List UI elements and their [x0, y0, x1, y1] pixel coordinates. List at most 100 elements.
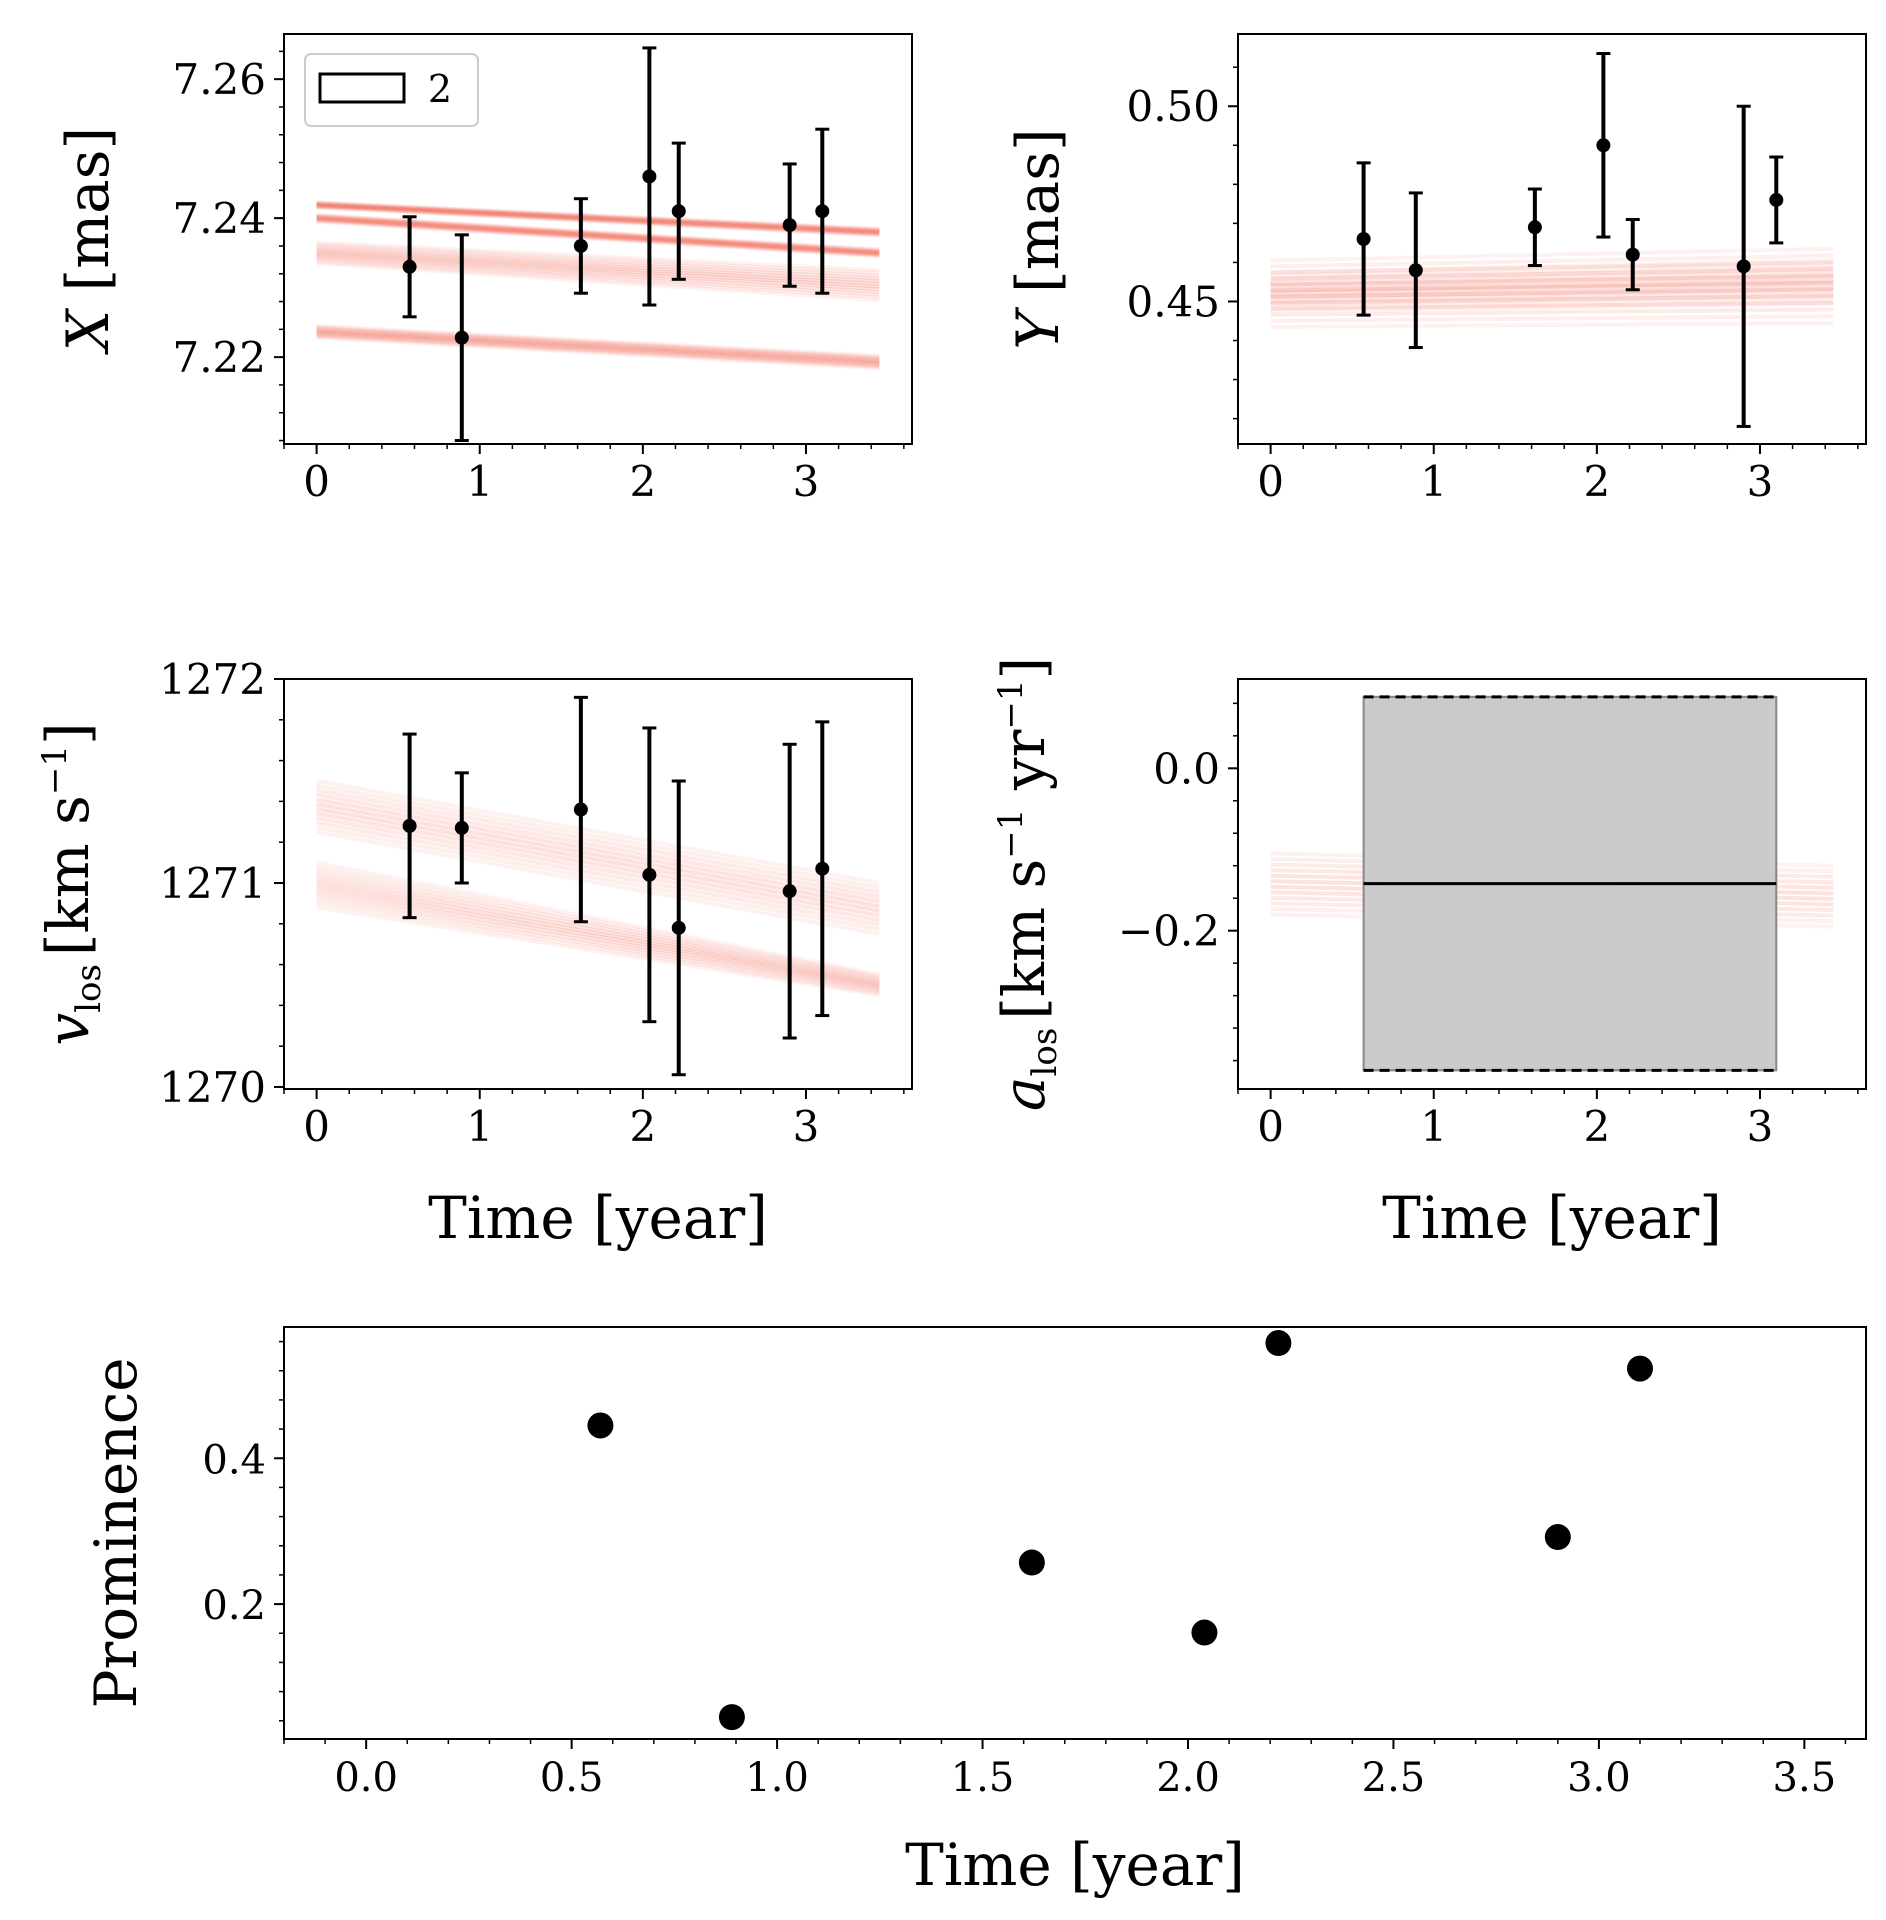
data-point — [815, 204, 830, 219]
model-sample-line — [316, 331, 880, 366]
x-tick-label: 2 — [629, 457, 656, 506]
data-point — [573, 238, 588, 253]
x-tick-label: 0 — [303, 457, 330, 506]
x-tick-label: 2.5 — [1362, 1755, 1426, 1801]
y-tick-label: 7.22 — [172, 333, 266, 382]
model-sample-line — [316, 335, 880, 371]
y-tick-label: 0.45 — [1126, 277, 1220, 326]
x-tick-label: 2 — [629, 1102, 656, 1151]
y-tick-label: 1271 — [159, 859, 266, 908]
data-point — [454, 330, 469, 345]
panel-y-position: 0 1 2 3 0.45 0.50 Y [mas] — [1004, 33, 1867, 506]
data-point — [782, 218, 797, 233]
data-point — [402, 259, 417, 274]
axes-frame — [283, 1326, 1867, 1740]
data-point — [815, 861, 830, 876]
x-tick-label: 1.0 — [745, 1755, 809, 1801]
data-point — [1527, 220, 1542, 235]
data-point — [1627, 1355, 1653, 1382]
model-sample-line — [316, 324, 880, 359]
data-point — [402, 818, 417, 833]
x-tick-label: 3 — [793, 457, 820, 506]
x-tick-label: 1 — [1420, 1102, 1447, 1151]
model-sample-line — [316, 332, 880, 367]
y-axis-label-alos: alos[km s−1 yr−1] — [990, 657, 1065, 1111]
panel-prominence: 0.0 0.5 1.0 1.5 2.0 2.5 3.0 3.5 0.2 0.4 Prominenc… — [82, 1326, 1867, 1899]
y-tick-label: 7.26 — [172, 55, 266, 104]
x-tick-label: 3.0 — [1567, 1755, 1631, 1801]
x-tick-label: 1 — [1420, 457, 1447, 506]
panel-line-of-sight-acceleration: 0 1 2 3 −0.2 0.0 alos[km s−1 yr−1] Time [year… — [990, 657, 1867, 1252]
y-tick-label: 1272 — [159, 655, 266, 704]
data-point — [587, 1412, 614, 1439]
model-sample-line — [316, 334, 880, 370]
data-point — [1596, 138, 1611, 153]
legend-label: 2 — [428, 67, 452, 111]
x-tick-label: 3 — [793, 1102, 820, 1151]
data-point — [1018, 1549, 1045, 1576]
x-tick-label: 3.5 — [1773, 1755, 1837, 1801]
data-point — [1769, 192, 1784, 207]
model-sample-line — [316, 333, 880, 368]
y-tick-label: 0.4 — [202, 1437, 266, 1483]
data-point — [671, 204, 686, 219]
y-axis-label-vlos: vlos[km s−1] — [34, 722, 109, 1045]
x-tick-label: 1 — [466, 457, 493, 506]
model-sample-line — [1270, 320, 1834, 329]
data-point — [1625, 247, 1640, 262]
legend-handle — [318, 72, 406, 104]
y-tick-label: 7.24 — [172, 194, 266, 243]
x-tick-label: 0 — [303, 1102, 330, 1151]
y-tick-label: 0.50 — [1126, 82, 1220, 131]
y-axis-label-y: Y [mas] — [1004, 128, 1072, 349]
legend-box — [304, 53, 479, 127]
model-sample-line — [316, 323, 880, 358]
data-point — [718, 1704, 745, 1731]
x-tick-label: 0 — [1257, 1102, 1284, 1151]
model-sample-line — [316, 327, 880, 362]
y-axis-label-x: X [mas] — [54, 127, 122, 355]
x-tick-label: 3 — [1747, 457, 1774, 506]
x-tick-label: 2.0 — [1156, 1755, 1220, 1801]
panel-line-of-sight-velocity: 0 1 2 3 1270 1271 1272 vlos[km s−1] Time [year… — [34, 655, 913, 1252]
x-tick-label: 2 — [1583, 457, 1610, 506]
data-point — [642, 169, 657, 184]
data-point — [1736, 259, 1751, 274]
model-sample-line — [316, 329, 880, 364]
y-axis-label-prominence: Prominence — [82, 1357, 150, 1708]
data-point — [671, 920, 686, 935]
axes-frame — [283, 678, 913, 1090]
x-tick-label: 2 — [1583, 1102, 1610, 1151]
x-tick-label: 0.0 — [334, 1755, 398, 1801]
x-axis-label-alos: Time [year] — [1382, 1184, 1722, 1252]
data-point — [1408, 263, 1423, 278]
y-tick-label: −0.2 — [1118, 907, 1220, 956]
y-tick-label: 0.0 — [1153, 744, 1220, 793]
model-sample-line — [316, 326, 880, 361]
x-tick-label: 0 — [1257, 457, 1284, 506]
model-sample-line — [316, 330, 880, 365]
x-axis-label-prominence: Time [year] — [905, 1831, 1245, 1899]
model-sample-line — [316, 328, 880, 363]
x-tick-label: 0.5 — [540, 1755, 604, 1801]
x-tick-label: 1 — [466, 1102, 493, 1151]
panel-x-position: 0 1 2 3 7.22 7.24 7.26 2 X [mas] — [54, 33, 913, 506]
data-point — [1265, 1330, 1292, 1357]
y-tick-label: 0.2 — [202, 1583, 266, 1629]
data-point — [1356, 232, 1371, 246]
axes-frame — [283, 33, 913, 445]
x-tick-label: 3 — [1747, 1102, 1774, 1151]
data-point — [573, 802, 588, 817]
model-sample-line — [1270, 314, 1834, 323]
model-sample-line — [316, 905, 880, 998]
data-point — [1544, 1524, 1571, 1551]
model-sample-line — [316, 205, 880, 238]
data-point — [642, 867, 657, 882]
x-axis-label-vlos: Time [year] — [428, 1184, 768, 1252]
data-point — [782, 884, 797, 899]
x-tick-label: 1.5 — [951, 1755, 1015, 1801]
data-point — [1191, 1619, 1218, 1646]
y-tick-label: 1270 — [159, 1063, 266, 1112]
data-point — [454, 820, 469, 835]
